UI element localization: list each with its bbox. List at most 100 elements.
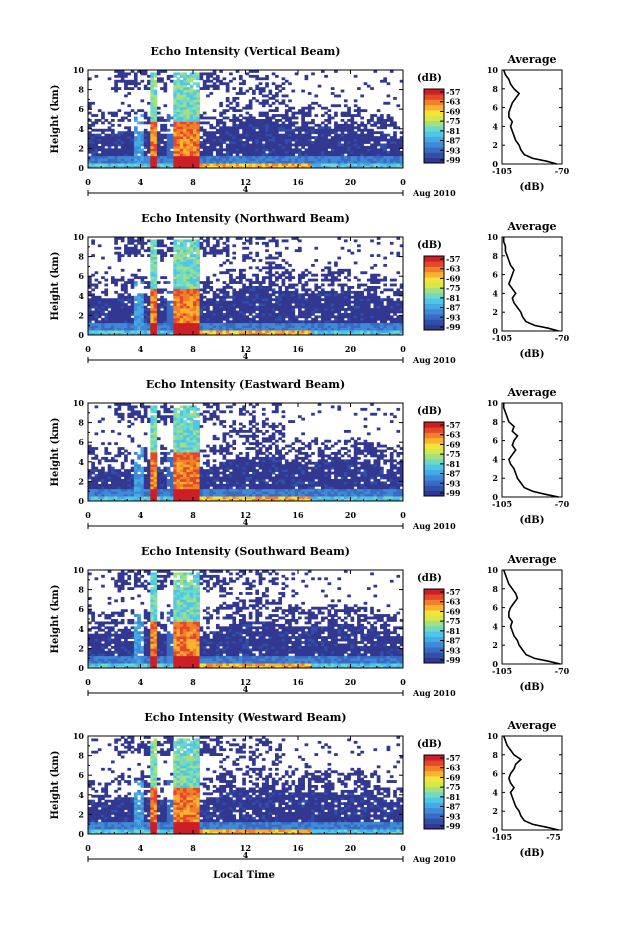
heatmap-cell (248, 283, 253, 287)
heatmap-cell (304, 288, 309, 292)
heatmap-cell (215, 303, 220, 306)
heatmap-cell (271, 141, 276, 144)
heatmap-cell (176, 99, 181, 103)
heatmap-cell (130, 278, 135, 282)
heatmap-cell (278, 320, 282, 324)
heatmap-cell (140, 158, 145, 162)
heatmap-cell (143, 249, 148, 253)
heatmap-cell (311, 121, 315, 125)
heatmap-cell (179, 283, 184, 287)
heatmap-cell (88, 155, 92, 159)
heatmap-cell (88, 293, 92, 297)
heatmap-cell (261, 145, 266, 149)
colorbar-segment (424, 147, 444, 153)
heatmap-cell (222, 315, 227, 319)
heatmap-cell (334, 153, 338, 157)
heatmap-cell (278, 89, 282, 93)
heatmap-cell (179, 263, 184, 267)
heatmap-cell (225, 320, 230, 324)
heatmap-cell (389, 143, 394, 147)
heatmap-cell (298, 133, 302, 137)
heatmap-cell (147, 286, 151, 289)
heatmap-cell (363, 295, 368, 299)
heatmap-cell (163, 305, 168, 309)
heatmap-cell (278, 330, 282, 333)
heatmap-cell (376, 143, 381, 147)
heatmap-cell (298, 153, 302, 157)
heatmap-cell (176, 131, 181, 135)
heatmap-cell (268, 141, 273, 144)
heatmap-cell (176, 332, 181, 336)
heatmap-cell (265, 94, 269, 98)
heatmap-cell (143, 153, 148, 157)
heatmap-cell (252, 293, 256, 297)
heatmap-cell (235, 315, 240, 319)
heatmap-cell (347, 128, 351, 132)
heatmap-cell (225, 89, 230, 93)
heatmap-cell (235, 158, 240, 162)
heatmap-cell (91, 491, 95, 495)
heatmap-cell (330, 278, 335, 282)
heatmap-cell (255, 273, 260, 277)
heatmap-cell (304, 322, 309, 326)
heatmap-cell (252, 136, 256, 139)
heatmap-cell (265, 271, 269, 275)
heatmap-cell (229, 261, 233, 265)
heatmap-cell (360, 158, 365, 162)
heatmap-cell (173, 79, 177, 83)
heatmap-cell (170, 300, 174, 304)
heatmap-cell (340, 332, 345, 336)
heatmap-cell (288, 99, 292, 103)
heatmap-cell (386, 141, 391, 144)
heatmap-cell (186, 119, 191, 122)
heatmap-cell (186, 79, 191, 83)
heatmap-cell (179, 273, 184, 277)
heatmap-cell (150, 99, 155, 103)
heatmap-cell (225, 136, 230, 139)
heatmap-cell (101, 276, 105, 280)
heatmap-cell (183, 305, 187, 309)
heatmap-cell (271, 101, 276, 105)
heatmap-cell (140, 237, 145, 240)
heatmap-cell (153, 158, 158, 162)
heatmap-cell (124, 295, 128, 299)
heatmap-cell (278, 286, 282, 289)
heatmap-cell (284, 104, 289, 108)
heatmap-cell (291, 133, 296, 137)
heatmap-cell (215, 143, 220, 147)
heatmap-cell (133, 254, 138, 257)
heatmap-cell (94, 136, 99, 139)
heatmap-cell (376, 131, 381, 135)
heatmap-cell (304, 281, 309, 284)
heatmap-cell (304, 320, 309, 324)
heatmap-cell (117, 138, 122, 142)
heatmap-cell (176, 310, 181, 314)
colorbar-segment (424, 303, 444, 310)
heatmap-cell (389, 138, 394, 142)
heatmap-cell (386, 303, 391, 306)
heatmap-cell (120, 288, 125, 292)
heatmap-cell (193, 259, 197, 262)
heatmap-cell (130, 138, 135, 142)
heatmap-cell (248, 104, 253, 108)
heatmap-cell (124, 325, 128, 329)
heatmap-cell (320, 332, 325, 336)
heatmap-cell (363, 145, 368, 149)
heatmap-cell (173, 72, 177, 76)
heatmap-cell (150, 276, 155, 280)
heatmap-cell (245, 315, 250, 319)
heatmap-cell (255, 70, 260, 73)
heatmap-cell (380, 123, 384, 127)
heatmap-cell (304, 330, 309, 333)
heatmap-cell (258, 123, 263, 127)
heatmap-cell (288, 293, 292, 297)
heatmap-cell (261, 138, 266, 142)
heatmap-cell (147, 332, 151, 336)
heatmap-cell (133, 138, 138, 142)
heatmap-cell (206, 87, 210, 90)
heatmap-cell (347, 317, 351, 321)
heatmap-cell (173, 246, 177, 250)
heatmap-cell (107, 121, 112, 125)
heatmap-cell (320, 293, 325, 297)
heatmap-cell (317, 143, 322, 147)
